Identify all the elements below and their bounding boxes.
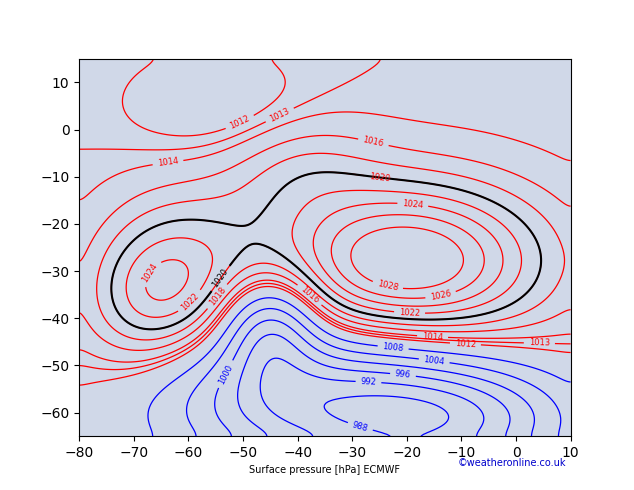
Text: 1016: 1016 xyxy=(362,136,385,149)
Text: 1024: 1024 xyxy=(402,199,424,210)
Text: 1012: 1012 xyxy=(229,114,252,131)
Text: 1014: 1014 xyxy=(157,157,179,169)
Text: 1020: 1020 xyxy=(211,267,230,290)
Text: 1008: 1008 xyxy=(382,342,404,353)
Text: 1004: 1004 xyxy=(424,355,445,367)
Text: 988: 988 xyxy=(351,420,369,433)
Text: 996: 996 xyxy=(394,369,411,380)
Text: 1013: 1013 xyxy=(529,339,550,348)
Text: 1014: 1014 xyxy=(422,332,443,342)
X-axis label: Surface pressure [hPa] ECMWF: Surface pressure [hPa] ECMWF xyxy=(249,466,401,475)
Text: 992: 992 xyxy=(360,377,377,387)
Text: 1022: 1022 xyxy=(399,308,420,318)
Text: 1000: 1000 xyxy=(217,363,235,386)
Text: 1018: 1018 xyxy=(207,286,228,308)
Text: 1020: 1020 xyxy=(369,172,391,183)
Text: 1024: 1024 xyxy=(140,261,159,284)
Text: 1022: 1022 xyxy=(179,291,201,312)
Text: 1028: 1028 xyxy=(377,279,399,293)
Text: ©weatheronline.co.uk: ©weatheronline.co.uk xyxy=(457,458,566,468)
Text: 1012: 1012 xyxy=(455,339,476,349)
Text: 1026: 1026 xyxy=(429,289,452,302)
Text: 1016: 1016 xyxy=(299,285,321,305)
Text: 1013: 1013 xyxy=(268,106,291,123)
